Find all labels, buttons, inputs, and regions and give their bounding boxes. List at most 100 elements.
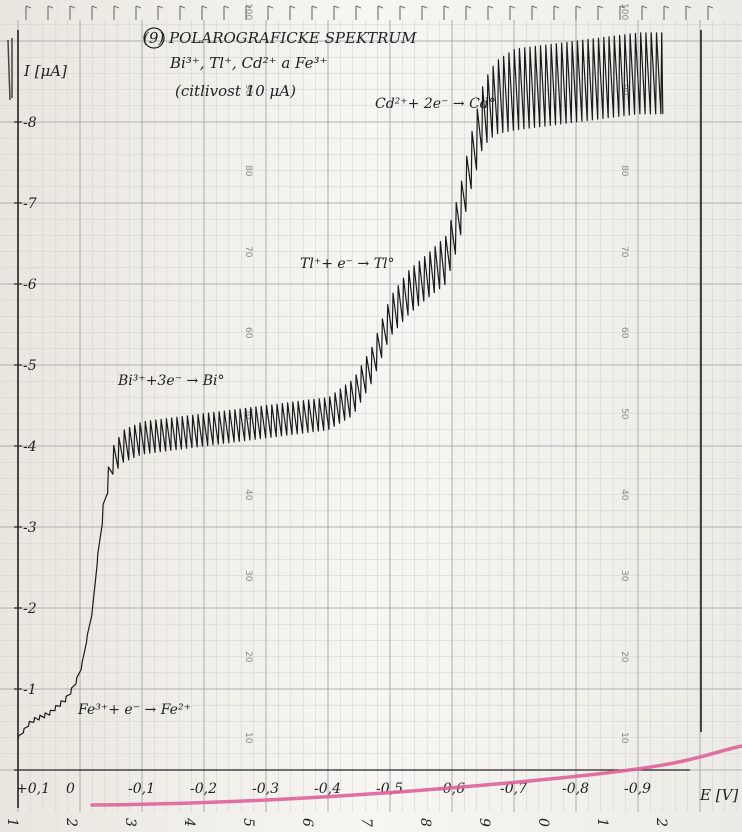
pink-highlighter-line: [90, 744, 742, 807]
binding-mark: [245, 5, 252, 20]
binding-mark: [91, 5, 98, 20]
binding-mark: [179, 5, 186, 20]
binding-mark: [619, 5, 626, 20]
binding-mark: [509, 5, 516, 20]
x-tick-label: -0,1: [128, 781, 155, 797]
printed-grid-label: 30: [243, 570, 253, 582]
chart-subtitle-ions: Bi³⁺, Tl⁺, Cd²⁺ a Fe³⁺: [169, 54, 327, 72]
printed-grid-label: 80: [619, 165, 629, 177]
bottom-scale-mark: 3: [122, 818, 138, 827]
binding-mark: [47, 5, 54, 20]
binding-mark: [443, 5, 450, 20]
binding-mark: [641, 5, 648, 20]
printed-grid-label: 50: [619, 408, 629, 420]
x-tick-label: 0: [66, 781, 75, 797]
binding-mark: [69, 5, 76, 20]
bottom-scale-mark: 5: [240, 818, 256, 827]
bottom-scale-mark: 2: [63, 817, 79, 827]
printed-grid-label: 70: [619, 246, 629, 258]
y-tick-label: -7: [23, 196, 37, 212]
polarogram-trace: [17, 32, 664, 740]
binding-mark: [201, 5, 208, 20]
binding-mark: [25, 5, 32, 20]
y-tick-label: -5: [23, 358, 37, 374]
binding-mark: [575, 5, 582, 20]
annotation-tl: Tl⁺+ e⁻ → Tl°: [300, 256, 395, 272]
binding-mark: [663, 5, 670, 20]
binding-mark: [223, 5, 230, 20]
printed-grid-label: 10: [243, 732, 253, 744]
binding-mark: [157, 5, 164, 20]
printed-grid-label: 50: [243, 408, 253, 420]
binding-mark: [399, 5, 406, 20]
y-tick-label: -3: [23, 520, 37, 536]
bottom-scale-mark: 0: [535, 818, 551, 827]
binding-mark: [597, 5, 604, 20]
x-tick-label: -0,9: [624, 781, 651, 797]
printed-grid-label: 20: [619, 651, 629, 663]
printed-grid-label: 100: [243, 3, 253, 20]
binding-mark: [685, 5, 692, 20]
printed-grid-label: 30: [619, 570, 629, 582]
bottom-scale-mark: 6: [299, 818, 315, 827]
binding-mark: [553, 5, 560, 20]
printed-grid-label: 20: [243, 651, 253, 663]
binding-mark: [531, 5, 538, 20]
binding-mark: [487, 5, 494, 20]
binding-mark: [333, 5, 340, 20]
bottom-scale-marks: 1 2 3 4 5 6 7 8 9 0 1 2: [4, 817, 669, 827]
printed-grid-label: 40: [619, 489, 629, 501]
printed-grid-label: 80: [243, 165, 253, 177]
binding-mark: [465, 5, 472, 20]
binding-mark: [377, 5, 384, 20]
printed-grid-label: 90: [243, 84, 253, 96]
bottom-scale-mark: 2: [653, 817, 669, 827]
printed-grid-label: 10: [619, 732, 629, 744]
binding-mark: [707, 5, 714, 20]
bottom-scale-mark: 1: [594, 818, 610, 827]
printed-grid-label: 60: [619, 327, 629, 339]
binding-mark: [113, 5, 120, 20]
y-tick-label: -1: [23, 682, 37, 698]
y-tick-label: -4: [23, 439, 37, 455]
y-tick-label: -6: [23, 277, 37, 293]
y-axis-label: I [μA]: [23, 62, 67, 80]
x-tick-label: +0,1: [16, 781, 50, 797]
annotation-fe: Fe³⁺+ e⁻ → Fe²⁺: [77, 702, 191, 718]
binding-mark: [267, 5, 274, 20]
y-tick-labels: -1 -2 -3 -4 -5 -6 -7 -8: [14, 115, 37, 698]
binding-mark: [421, 5, 428, 20]
bottom-scale-mark: 8: [417, 818, 433, 827]
bottom-scale-mark: 1: [4, 818, 20, 827]
binding-mark: [311, 5, 318, 20]
bottom-scale-mark: 9: [476, 818, 492, 827]
binding-marks: [25, 5, 714, 20]
x-tick-label: -0,2: [190, 781, 217, 797]
y-tick-label: -2: [23, 601, 37, 617]
x-tick-label: -0,4: [314, 781, 341, 797]
binding-mark: [355, 5, 362, 20]
x-axis-label: E [V]: [699, 786, 738, 804]
title-number-circle: [143, 27, 165, 49]
printed-grid-label: 100: [619, 3, 629, 20]
y-tick-label: -8: [23, 115, 37, 131]
bottom-scale-mark: 4: [181, 817, 197, 827]
x-tick-label: -0,3: [252, 781, 279, 797]
binding-mark: [289, 5, 296, 20]
chart-title: (9) POLAROGRAFICKE SPEKTRUM: [143, 29, 417, 47]
annotation-bi: Bi³⁺+3e⁻ → Bi°: [117, 373, 224, 389]
x-tick-label: -0,8: [562, 781, 589, 797]
printed-grid-label: 70: [243, 246, 253, 258]
printed-grid-label: 40: [243, 489, 253, 501]
chart-subtitle-sensitivity: (citlivost 10 μA): [175, 82, 296, 100]
x-tick-label: -0,7: [500, 781, 527, 797]
binding-mark: [135, 5, 142, 20]
bottom-scale-mark: 7: [358, 818, 374, 827]
binding-edge-mark: [7, 38, 13, 101]
printed-grid-label: 60: [243, 327, 253, 339]
annotation-cd: Cd²⁺+ 2e⁻ → Cd°: [375, 96, 496, 112]
